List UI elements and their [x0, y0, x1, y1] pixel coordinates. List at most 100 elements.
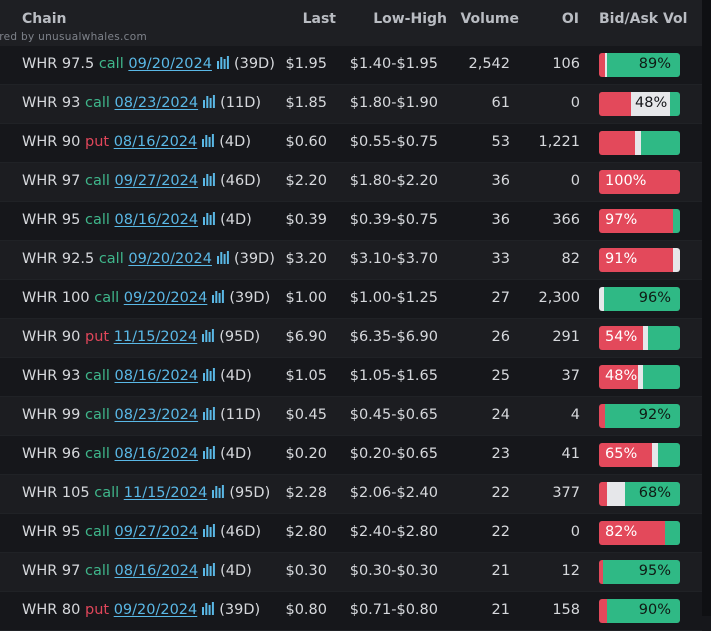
expiry-date-link[interactable]: 11/15/2024 — [113, 329, 198, 345]
table-row[interactable]: WHR 100 call 09/20/2024 (39D) $1.00 $1.00-$… — [0, 280, 702, 319]
ask-segment — [673, 209, 680, 233]
days-to-expiry: (39D) — [229, 290, 271, 306]
bid-ask-percent: 97% — [605, 212, 638, 228]
expiry-date-link[interactable]: 09/27/2024 — [114, 173, 199, 189]
bid-segment — [599, 599, 607, 623]
chart-bars-icon[interactable] — [203, 95, 215, 112]
bid-ask-vol-bar: 92% — [599, 404, 680, 428]
ask-segment — [605, 404, 680, 428]
expiry-date-link[interactable]: 09/20/2024 — [123, 290, 208, 306]
open-interest-value: 4 — [570, 407, 580, 423]
table-row[interactable]: WHR 80 put 09/20/2024 (39D) $0.80 $0.71-$0.… — [0, 592, 702, 631]
option-type-label: call — [84, 524, 115, 540]
column-header-chain[interactable]: Chain — [22, 11, 67, 27]
bid-ask-percent: 68% — [638, 485, 671, 501]
chart-bars-icon[interactable] — [212, 290, 225, 307]
days-to-expiry: (11D) — [220, 407, 262, 423]
table-row[interactable]: WHR 97.5 call 09/20/2024 (39D) $1.95 $1.40-… — [0, 46, 702, 85]
days-to-expiry: (46D) — [220, 524, 262, 540]
table-row[interactable]: WHR 90 put 11/15/2024 (95D) $6.90 $6.35-$6.… — [0, 319, 702, 358]
table-row[interactable]: WHR 96 call 08/16/2024 (4D) $0.20 $0.20-$0.… — [0, 436, 702, 475]
column-header-volume[interactable]: Volume — [460, 11, 519, 27]
chart-bars-icon[interactable] — [202, 329, 215, 346]
credit-watermark: vered by unusualwhales.com — [0, 31, 147, 43]
days-to-expiry: (4D) — [220, 368, 252, 384]
column-header-oi[interactable]: OI — [561, 11, 579, 27]
chain-cell: WHR 92.5 call 09/20/2024 (39D) — [22, 251, 275, 268]
chart-bars-icon[interactable] — [203, 212, 215, 229]
expiry-date-link[interactable]: 08/16/2024 — [114, 563, 199, 579]
bid-ask-percent: 48% — [605, 368, 638, 384]
chart-bars-icon[interactable] — [203, 524, 215, 541]
column-header-bid-ask-vol[interactable]: Bid/Ask Vol — [599, 11, 688, 27]
last-price: $0.80 — [285, 602, 327, 618]
ask-segment — [670, 92, 680, 116]
bid-ask-vol-bar: 68% — [599, 482, 680, 506]
expiry-date-link[interactable]: 09/20/2024 — [113, 602, 198, 618]
bid-ask-percent: 90% — [638, 602, 671, 618]
chain-cell: WHR 95 call 09/27/2024 (46D) — [22, 524, 261, 541]
ticker-label: WHR 90 — [22, 134, 85, 150]
chart-bars-icon[interactable] — [203, 368, 215, 385]
mid-segment — [673, 248, 680, 272]
volume-value: 21 — [491, 563, 510, 579]
bid-segment — [599, 248, 673, 272]
column-header-last[interactable]: Last — [302, 11, 336, 27]
table-row[interactable]: WHR 97 call 08/16/2024 (4D) $0.30 $0.30-$0.… — [0, 553, 702, 592]
ticker-label: WHR 95 — [22, 524, 85, 540]
bid-segment — [599, 365, 638, 389]
table-row[interactable]: WHR 97 call 09/27/2024 (46D) $2.20 $1.80-$2… — [0, 163, 702, 202]
expiry-date-link[interactable]: 11/15/2024 — [123, 485, 208, 501]
days-to-expiry: (4D) — [219, 134, 251, 150]
days-to-expiry: (4D) — [220, 212, 252, 228]
table-row[interactable]: WHR 105 call 11/15/2024 (95D) $2.28 $2.06-$… — [0, 475, 702, 514]
scrollbar[interactable] — [702, 0, 711, 616]
table-row[interactable]: WHR 92.5 call 09/20/2024 (39D) $3.20 $3.10-… — [0, 241, 702, 280]
column-header-low-high[interactable]: Low-High — [373, 11, 447, 27]
chart-bars-icon[interactable] — [203, 173, 215, 190]
days-to-expiry: (11D) — [220, 95, 262, 111]
option-type-label: call — [84, 95, 115, 111]
volume-value: 25 — [491, 368, 510, 384]
chart-bars-icon[interactable] — [216, 56, 229, 73]
chart-bars-icon[interactable] — [216, 251, 229, 268]
expiry-date-link[interactable]: 08/16/2024 — [114, 446, 199, 462]
days-to-expiry: (39D) — [219, 602, 261, 618]
bid-segment — [599, 92, 631, 116]
expiry-date-link[interactable]: 08/16/2024 — [114, 368, 199, 384]
last-price: $0.20 — [285, 446, 327, 462]
low-high-range: $3.10-$3.70 — [349, 251, 438, 267]
table-row[interactable]: WHR 90 put 08/16/2024 (4D) $0.60 $0.55-$0.7… — [0, 124, 702, 163]
expiry-date-link[interactable]: 09/20/2024 — [128, 56, 212, 72]
chart-bars-icon[interactable] — [202, 602, 215, 619]
chart-bars-icon[interactable] — [202, 134, 215, 151]
days-to-expiry: (95D) — [219, 329, 261, 345]
mid-segment — [631, 92, 670, 116]
chart-bars-icon[interactable] — [212, 485, 225, 502]
expiry-date-link[interactable]: 09/27/2024 — [114, 524, 199, 540]
expiry-date-link[interactable]: 08/23/2024 — [114, 95, 199, 111]
low-high-range: $1.40-$1.95 — [349, 56, 438, 72]
bid-ask-vol-bar — [599, 131, 680, 155]
table-row[interactable]: WHR 93 call 08/16/2024 (4D) $1.05 $1.05-$1.… — [0, 358, 702, 397]
open-interest-value: 0 — [570, 173, 580, 189]
table-row[interactable]: WHR 93 call 08/23/2024 (11D) $1.85 $1.80-$1… — [0, 85, 702, 124]
chain-cell: WHR 99 call 08/23/2024 (11D) — [22, 407, 261, 424]
last-price: $1.95 — [285, 56, 327, 72]
open-interest-value: 37 — [561, 368, 580, 384]
low-high-range: $1.05-$1.65 — [349, 368, 438, 384]
expiry-date-link[interactable]: 08/16/2024 — [114, 212, 199, 228]
expiry-date-link[interactable]: 09/20/2024 — [128, 251, 212, 267]
expiry-date-link[interactable]: 08/16/2024 — [113, 134, 198, 150]
expiry-date-link[interactable]: 08/23/2024 — [114, 407, 199, 423]
bid-segment — [599, 170, 680, 194]
chain-cell: WHR 97 call 08/16/2024 (4D) — [22, 563, 252, 580]
table-row[interactable]: WHR 95 call 08/16/2024 (4D) $0.39 $0.39-$0.… — [0, 202, 702, 241]
table-row[interactable]: WHR 95 call 09/27/2024 (46D) $2.80 $2.40-$2… — [0, 514, 702, 553]
chart-bars-icon[interactable] — [203, 563, 215, 580]
chart-bars-icon[interactable] — [203, 407, 215, 424]
table-row[interactable]: WHR 99 call 08/23/2024 (11D) $0.45 $0.45-$0… — [0, 397, 702, 436]
option-type-label: call — [94, 485, 124, 501]
ticker-label: WHR 95 — [22, 212, 85, 228]
chart-bars-icon[interactable] — [203, 446, 215, 463]
